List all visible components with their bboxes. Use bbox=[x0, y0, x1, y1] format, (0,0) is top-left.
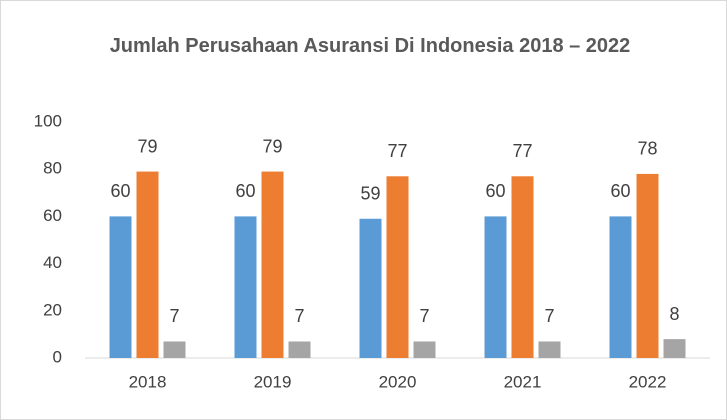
chart-title: Jumlah Perusahaan Asuransi Di Indonesia … bbox=[109, 35, 631, 57]
x-tick-label: 2021 bbox=[504, 372, 542, 391]
bar bbox=[663, 339, 686, 358]
value-label: 77 bbox=[512, 141, 532, 161]
value-label: 8 bbox=[669, 304, 679, 324]
bar bbox=[636, 173, 659, 358]
bar bbox=[386, 176, 409, 358]
x-tick-label: 2020 bbox=[379, 372, 417, 391]
x-tick-label: 2022 bbox=[629, 372, 667, 391]
value-label: 78 bbox=[637, 139, 657, 159]
x-tick-label: 2019 bbox=[254, 372, 292, 391]
bar bbox=[359, 218, 382, 358]
y-tick-label: 80 bbox=[43, 159, 62, 178]
bar bbox=[136, 171, 159, 358]
value-label: 7 bbox=[169, 306, 179, 326]
bar bbox=[109, 216, 132, 358]
value-label: 7 bbox=[419, 306, 429, 326]
bar bbox=[288, 341, 311, 358]
bar bbox=[609, 216, 632, 358]
bar bbox=[163, 341, 186, 358]
y-tick-label: 0 bbox=[53, 347, 62, 366]
value-label: 60 bbox=[235, 181, 255, 201]
bar bbox=[413, 341, 436, 358]
y-tick-label: 60 bbox=[43, 206, 62, 225]
value-label: 60 bbox=[610, 181, 630, 201]
value-label: 7 bbox=[294, 306, 304, 326]
bar bbox=[538, 341, 561, 358]
value-label: 60 bbox=[110, 181, 130, 201]
bar bbox=[511, 176, 534, 358]
value-label: 79 bbox=[137, 136, 157, 156]
y-tick-label: 40 bbox=[43, 253, 62, 272]
x-tick-label: 2018 bbox=[129, 372, 167, 391]
value-label: 60 bbox=[485, 181, 505, 201]
bar bbox=[261, 171, 284, 358]
value-label: 59 bbox=[360, 184, 380, 204]
value-label: 77 bbox=[387, 141, 407, 161]
y-tick-label: 20 bbox=[43, 300, 62, 319]
bar bbox=[484, 216, 507, 358]
y-tick-label: 100 bbox=[34, 111, 62, 130]
value-label: 79 bbox=[262, 136, 282, 156]
bar bbox=[234, 216, 257, 358]
value-label: 7 bbox=[544, 306, 554, 326]
